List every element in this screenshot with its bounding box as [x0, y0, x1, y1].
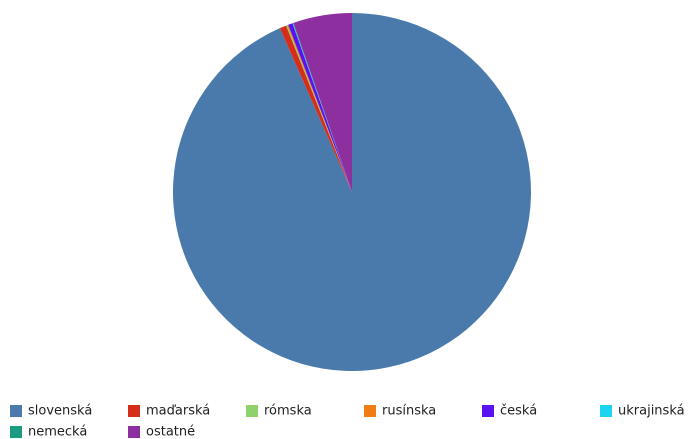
pie-slice: [288, 23, 352, 192]
legend-swatch: [128, 405, 140, 417]
legend-label: maďarská: [146, 404, 210, 419]
legend-swatch: [10, 426, 22, 438]
legend-swatch: [364, 405, 376, 417]
legend-label: ostatné: [146, 425, 195, 439]
pie-slice: [279, 25, 352, 193]
legend-label: rusínska: [382, 404, 436, 419]
legend-swatch: [600, 405, 612, 417]
pie-slice: [286, 25, 352, 192]
legend-label: ukrajinská: [618, 404, 685, 419]
pie-slice: [293, 13, 352, 192]
pie-slice: [292, 22, 352, 192]
legend-swatch: [10, 405, 22, 417]
legend-label: nemecká: [28, 425, 87, 439]
legend-swatch: [128, 426, 140, 438]
legend-swatch: [482, 405, 494, 417]
legend-label: česká: [500, 404, 537, 419]
legend-label: slovenská: [28, 404, 92, 419]
legend-swatch: [246, 405, 258, 417]
pie-slice: [292, 23, 352, 192]
pie-slice: [287, 24, 352, 192]
legend-label: rómska: [264, 404, 312, 419]
